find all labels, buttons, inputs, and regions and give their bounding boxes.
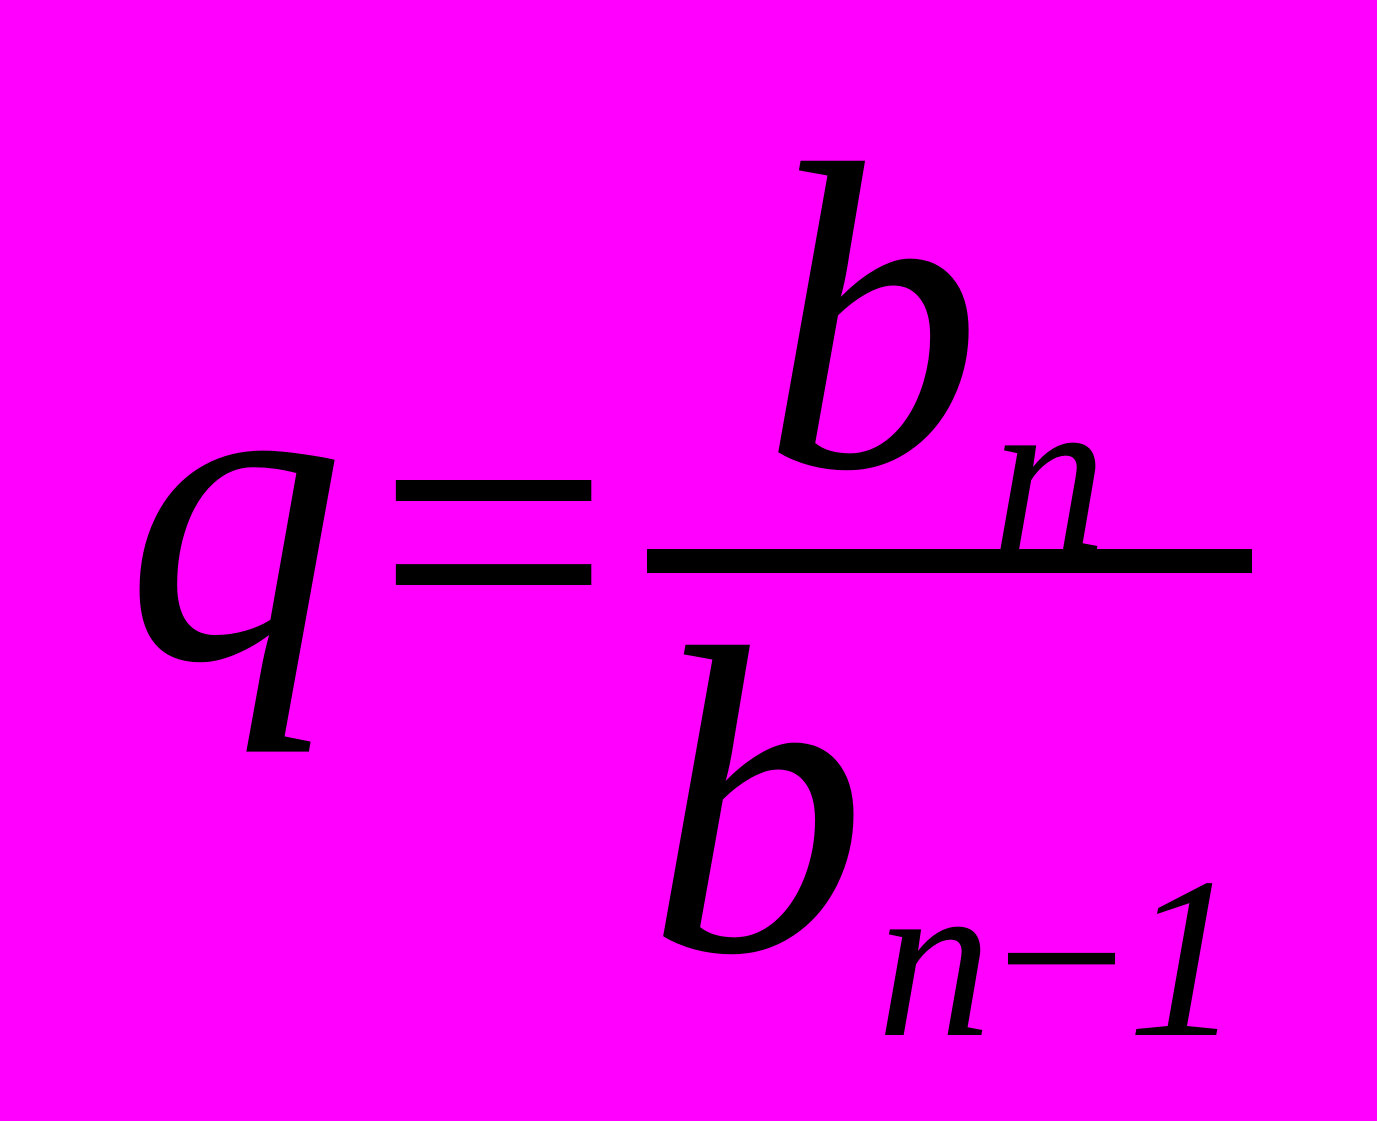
denominator: b n−1 [647, 573, 1252, 1023]
lhs-variable-q: q [125, 291, 375, 831]
denominator-base: b [647, 583, 867, 1023]
numerator: b n [722, 99, 1177, 549]
denominator-subscript: n−1 [867, 843, 1232, 1073]
equation: q = b n b n−1 [125, 99, 1252, 1023]
equals-sign: = [375, 321, 647, 801]
numerator-base: b [762, 99, 982, 539]
formula-canvas: q = b n b n−1 [0, 0, 1377, 1121]
numerator-subscript: n [982, 359, 1097, 589]
fraction: b n b n−1 [647, 99, 1252, 1023]
